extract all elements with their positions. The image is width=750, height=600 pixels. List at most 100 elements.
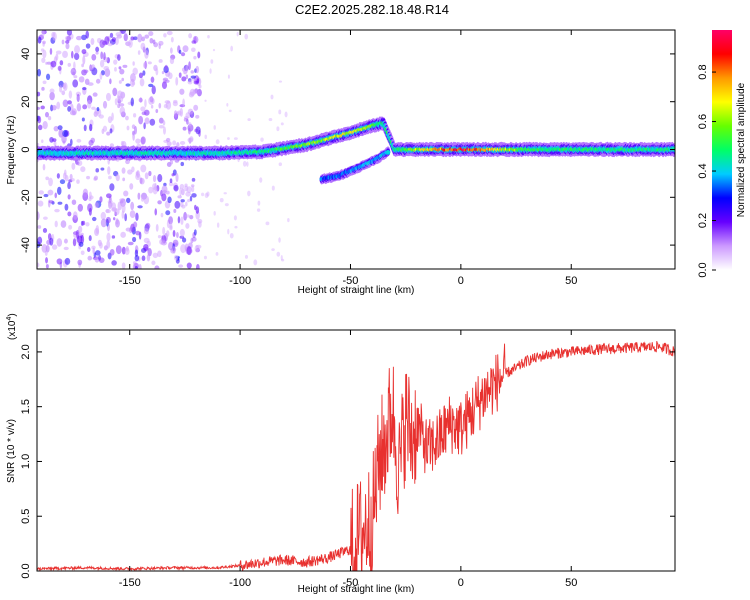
- noise-speck: [172, 246, 176, 254]
- noise-speck: [80, 250, 85, 256]
- noise-speck: [120, 140, 124, 146]
- noise-speck: [179, 187, 182, 196]
- noise-speck: [154, 208, 158, 216]
- spectrogram-y-tick-label: 40: [20, 48, 32, 60]
- noise-speck: [165, 210, 171, 216]
- noise-speck: [45, 176, 50, 181]
- noise-speck: [76, 93, 80, 103]
- noise-speck: [146, 253, 151, 262]
- noise-speck: [163, 33, 167, 38]
- noise-speck: [42, 121, 48, 130]
- noise-speck: [126, 197, 131, 204]
- noise-speck: [140, 164, 147, 173]
- noise-speck: [81, 117, 85, 122]
- noise-speck: [141, 111, 147, 116]
- noise-speck: [144, 34, 150, 39]
- noise-speck: [72, 79, 79, 88]
- snr-y-tick-label: 1.5: [20, 399, 32, 414]
- noise-speck: [169, 47, 173, 54]
- noise-speck: [191, 40, 196, 44]
- noise-speck: [175, 76, 179, 86]
- noise-speck: [152, 183, 157, 190]
- noise-speck: [105, 216, 111, 224]
- noise-speck: [178, 72, 182, 78]
- noise-speck: [149, 96, 154, 103]
- noise-speck: [67, 62, 71, 67]
- noise-speck: [170, 36, 174, 43]
- noise-speck: [271, 185, 275, 191]
- noise-speck: [135, 138, 141, 144]
- noise-speck: [233, 215, 237, 221]
- noise-speck: [59, 85, 63, 93]
- noise-speck: [128, 39, 133, 48]
- noise-speck: [120, 231, 126, 238]
- noise-speck: [42, 227, 48, 233]
- snr-y-axis-label: SNR (10 * v/v): [6, 419, 17, 483]
- noise-speck: [215, 139, 220, 145]
- noise-speck: [71, 199, 77, 205]
- noise-speck: [161, 71, 165, 75]
- noise-speck: [210, 59, 214, 64]
- noise-speck: [105, 92, 111, 102]
- noise-speck: [155, 67, 159, 76]
- noise-speck: [121, 246, 126, 255]
- noise-speck: [138, 263, 142, 269]
- noise-speck: [151, 260, 156, 266]
- noise-speck: [157, 234, 162, 239]
- snr-series: [37, 340, 675, 571]
- noise-speck: [89, 123, 93, 132]
- noise-speck: [134, 254, 140, 262]
- noise-speck: [109, 32, 114, 38]
- noise-speck: [131, 81, 136, 86]
- noise-speck: [158, 43, 161, 50]
- noise-speck: [130, 36, 135, 41]
- noise-speck: [43, 216, 48, 220]
- noise-speck: [134, 266, 138, 269]
- noise-speck: [253, 259, 258, 266]
- noise-speck: [88, 235, 92, 242]
- noise-speck: [70, 67, 77, 76]
- noise-speck: [182, 45, 189, 53]
- noise-speck: [82, 220, 86, 226]
- noise-speck: [133, 36, 138, 41]
- noise-speck: [183, 211, 188, 221]
- spectrogram-x-tick-label: -50: [343, 275, 359, 287]
- noise-speck: [87, 99, 92, 109]
- noise-speck: [81, 34, 87, 41]
- noise-speck: [85, 43, 91, 49]
- noise-speck: [204, 192, 209, 199]
- noise-speck: [180, 52, 186, 57]
- noise-speck: [138, 97, 143, 103]
- noise-speck: [280, 122, 284, 126]
- noise-speck: [135, 173, 141, 181]
- noise-speck: [73, 52, 80, 61]
- noise-speck: [61, 90, 66, 96]
- noise-speck: [161, 185, 168, 193]
- noise-speck: [49, 237, 54, 246]
- noise-speck: [163, 126, 166, 135]
- noise-speck: [132, 236, 137, 243]
- noise-speck: [57, 201, 63, 205]
- noise-speck: [67, 100, 72, 105]
- snr-x-axis-label: Height of straight line (km): [298, 584, 415, 595]
- noise-speck: [246, 161, 249, 167]
- noise-speck: [184, 185, 189, 192]
- snr-frame: [36, 329, 676, 572]
- noise-speck: [80, 166, 86, 173]
- noise-speck: [278, 109, 282, 115]
- noise-speck: [108, 175, 112, 180]
- noise-speck: [268, 117, 273, 122]
- noise-speck: [219, 197, 224, 203]
- spectrogram-y-ticks: -40 -20 0 20 40: [20, 48, 675, 253]
- noise-speck: [236, 31, 239, 37]
- noise-speck: [37, 124, 43, 131]
- noise-speck: [150, 104, 154, 109]
- noise-speck: [95, 225, 100, 234]
- spectrogram-noise: [37, 30, 290, 269]
- noise-speck: [106, 131, 111, 136]
- noise-speck: [270, 94, 274, 100]
- noise-speck: [215, 251, 219, 256]
- spectrogram-x-tick-label: 0: [458, 275, 464, 287]
- noise-speck: [117, 201, 122, 211]
